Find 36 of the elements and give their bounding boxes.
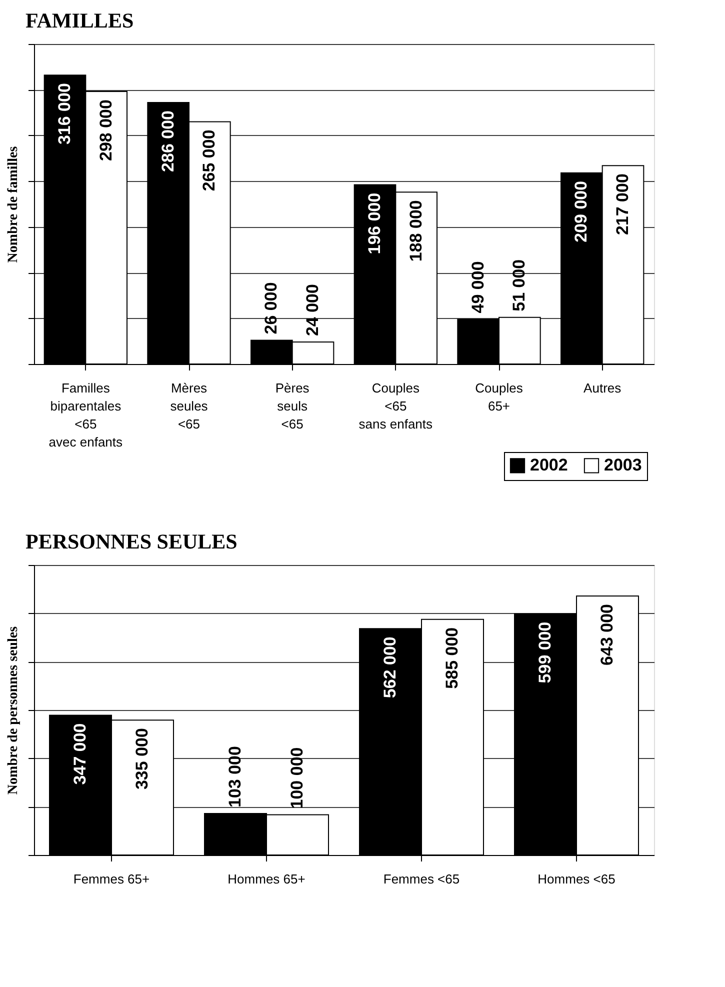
legend-label: 2002 (530, 456, 568, 475)
x-tick-label: Hommes 65+ (228, 872, 306, 886)
chart-title: PERSONNES SEULES (26, 530, 238, 554)
data-label: 217 000 (613, 174, 632, 236)
data-label: 24 000 (303, 284, 322, 336)
legend-label: 2003 (604, 456, 642, 475)
x-tick-label: Autres (584, 380, 622, 396)
data-label: 103 000 (226, 746, 244, 808)
x-tick-label: Pères seuls <65 (275, 380, 310, 432)
data-label: 209 000 (572, 180, 591, 242)
x-tick-label: Hommes <65 (538, 872, 616, 886)
data-label: 49 000 (468, 261, 488, 314)
data-label: 265 000 (200, 130, 219, 192)
x-tick-label: Couples 65+ (475, 380, 524, 414)
data-label: 286 000 (158, 110, 178, 172)
data-label: 298 000 (96, 100, 116, 161)
data-label: 316 000 (55, 83, 74, 145)
y-axis-title: Nombre de familles (6, 146, 21, 263)
data-label: 100 000 (288, 747, 306, 809)
x-tick-label: Mères seules <65 (170, 380, 208, 432)
data-label: 188 000 (406, 200, 426, 262)
data-label: 585 000 (442, 627, 462, 689)
data-label: 347 000 (70, 723, 90, 785)
x-tick-label: Couples <65 sans enfants (358, 380, 434, 432)
data-label: 643 000 (598, 604, 616, 666)
x-tick-label: Familles biparentales <65 avec enfants (48, 380, 124, 450)
data-label: 599 000 (536, 622, 554, 684)
data-label: 335 000 (132, 728, 152, 790)
data-label: 51 000 (510, 259, 529, 312)
chart-title: FAMILLES (26, 8, 134, 32)
data-label: 196 000 (365, 192, 384, 254)
x-tick-label: Femmes 65+ (73, 872, 150, 886)
x-tick-label: Femmes <65 (383, 872, 460, 886)
data-label: 26 000 (262, 282, 281, 334)
y-axis-title: Nombre de personnes seules (6, 626, 21, 795)
data-label: 562 000 (380, 636, 400, 698)
